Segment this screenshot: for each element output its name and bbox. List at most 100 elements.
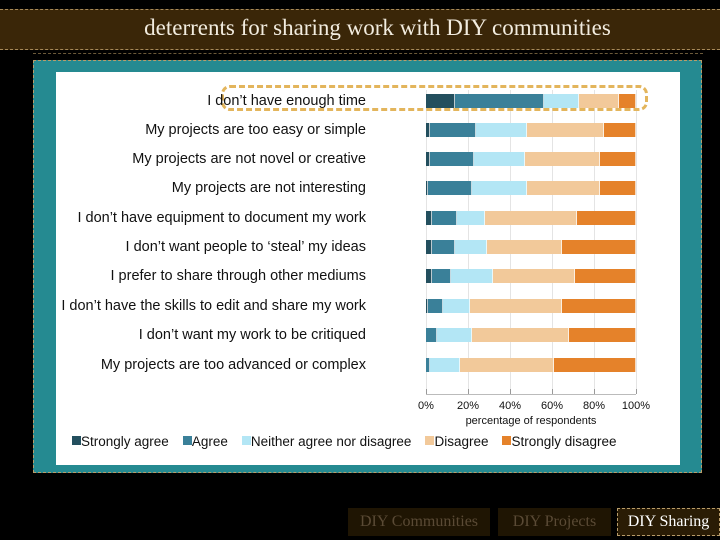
highlight-box (221, 85, 648, 111)
bar-segment-agree (428, 181, 473, 195)
x-tick-label: 80% (582, 400, 606, 412)
category-label: My projects are too advanced or complex (100, 357, 366, 373)
nav-tab-diy-projects[interactable]: DIY Projects (498, 508, 611, 536)
bar-segment-strongly-disagree (619, 94, 636, 108)
category-label: I don’t have enough time (207, 93, 366, 109)
bar-segment-strongly-disagree (600, 181, 636, 195)
divider (33, 53, 703, 54)
bar-segment-neutral (436, 328, 473, 342)
legend-item: Disagree (425, 434, 488, 449)
stacked-bar (426, 328, 636, 342)
bar-segment-strongly-disagree (577, 211, 636, 225)
legend-swatch (425, 436, 435, 445)
bar-segment-strongly-agree (426, 299, 429, 313)
bar-segment-agree (432, 269, 452, 283)
legend-label: Agree (191, 434, 228, 449)
bar-segment-disagree (526, 181, 601, 195)
bar-segment-neutral (543, 94, 580, 108)
bar-segment-strongly-disagree (600, 152, 636, 166)
stacked-bar (426, 123, 636, 137)
nav-tab-diy-communities[interactable]: DIY Communities (348, 508, 490, 536)
bar-segment-agree (430, 152, 475, 166)
bar-segment-strongly-agree (426, 240, 433, 254)
bar-segment-neutral (457, 211, 485, 225)
bar-segment-disagree (472, 328, 569, 342)
legend-item: Strongly disagree (502, 434, 617, 449)
x-tick-label: 20% (456, 400, 480, 412)
bar-segment-disagree (484, 211, 578, 225)
stacked-bar (426, 94, 636, 108)
x-tick (426, 389, 427, 394)
legend-swatch (502, 436, 512, 445)
stacked-bar (426, 211, 636, 225)
bar-segment-strongly-agree (426, 152, 431, 166)
category-label: My projects are not interesting (171, 180, 366, 196)
bar-segment-strongly-agree (426, 123, 431, 137)
stacked-bar-chart: percentage of respondents Strongly agree… (56, 72, 680, 465)
bar-segment-neutral (472, 181, 527, 195)
bar-segment-neutral (476, 123, 527, 137)
nav-label: DIY Communities (359, 513, 479, 530)
stacked-bar (426, 299, 636, 313)
legend-item: Strongly agree (72, 434, 169, 449)
legend-item: Neither agree nor disagree (241, 434, 412, 449)
bar-segment-strongly-disagree (554, 358, 636, 372)
bar-segment-disagree (470, 299, 563, 313)
legend-label: Strongly agree (81, 434, 169, 449)
legend-label: Neither agree nor disagree (250, 434, 412, 449)
x-axis-title: percentage of respondents (465, 415, 597, 427)
bar-segment-strongly-agree (426, 269, 433, 283)
bar-segment-disagree (524, 152, 601, 166)
bar-segment-disagree (459, 358, 555, 372)
x-tick-label: 0% (418, 400, 434, 412)
bar-segment-strongly-agree (426, 181, 429, 195)
page-title: deterrents for sharing work with DIY com… (144, 15, 611, 40)
stacked-bar (426, 152, 636, 166)
legend-label: Disagree (434, 434, 489, 449)
x-tick (552, 389, 553, 394)
bar-segment-agree (428, 299, 443, 313)
bar-segment-disagree (486, 240, 563, 254)
x-tick-label: 100% (621, 400, 651, 412)
stacked-bar (426, 358, 636, 372)
bar-segment-neutral (455, 240, 487, 254)
category-label: My projects are not novel or creative (132, 151, 366, 167)
legend-label: Strongly disagree (511, 434, 617, 449)
bar-segment-disagree (526, 123, 605, 137)
legend-swatch (182, 436, 192, 445)
bar-segment-agree (432, 211, 458, 225)
x-tick (636, 389, 637, 394)
bar-segment-strongly-disagree (562, 240, 636, 254)
category-label: My projects are too easy or simple (145, 122, 366, 138)
x-tick (468, 389, 469, 394)
bar-segment-agree (426, 358, 431, 372)
bar-segment-agree (426, 328, 437, 342)
legend: Strongly agree Agree Neither agree nor dis… (72, 434, 617, 449)
x-tick (594, 389, 595, 394)
stacked-bar (426, 269, 636, 283)
stacked-bar (426, 181, 636, 195)
bar-segment-neutral (474, 152, 525, 166)
gridline (636, 90, 637, 392)
bar-segment-strongly-disagree (575, 269, 636, 283)
legend-item: Agree (182, 434, 228, 449)
category-label: I don’t have the skills to edit and shar… (61, 298, 366, 314)
category-label: I don’t want people to ‘steal’ my ideas (125, 239, 366, 255)
bar-segment-disagree (493, 269, 576, 283)
bar-segment-agree (455, 94, 544, 108)
legend-swatch (241, 436, 251, 445)
x-tick (510, 389, 511, 394)
category-label: I don’t want my work to be critiqued (138, 327, 366, 343)
bar-segment-agree (432, 240, 456, 254)
nav-tab-diy-sharing[interactable]: DIY Sharing (617, 508, 720, 536)
x-axis (426, 394, 636, 395)
bar-segment-neutral (442, 299, 471, 313)
x-tick-label: 40% (498, 400, 522, 412)
legend-swatch (72, 436, 81, 445)
bar-segment-strongly-agree (426, 94, 456, 108)
category-label: I don’t have equipment to document my wo… (77, 210, 366, 226)
title-bar: deterrents for sharing work with DIY com… (0, 9, 720, 50)
bar-segment-strongly-agree (426, 211, 433, 225)
bar-segment-neutral (451, 269, 494, 283)
nav-label: DIY Projects (512, 513, 597, 530)
